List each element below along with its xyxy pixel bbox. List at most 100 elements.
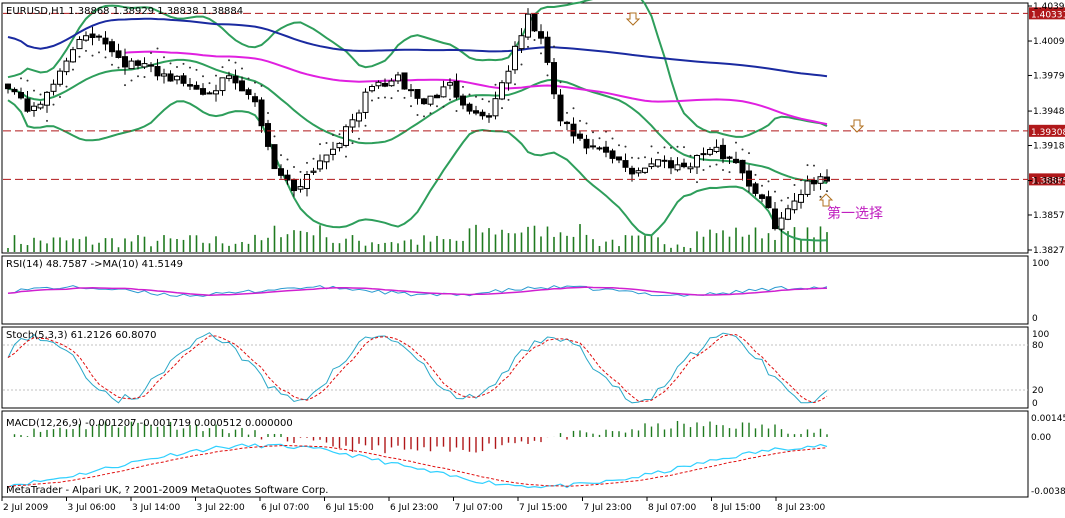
- sar-dot: [163, 56, 165, 59]
- sar-dot: [553, 45, 555, 48]
- sar-dot: [689, 154, 692, 157]
- rsi-y-tick-label: 0: [1032, 314, 1038, 324]
- candle-body: [265, 123, 271, 147]
- stoch-y-tick-label: 80: [1032, 341, 1044, 351]
- rsi-y-tick-label: 100: [1032, 259, 1049, 269]
- sar-dot: [650, 145, 653, 148]
- candle-body: [538, 31, 544, 39]
- sar-dot: [579, 119, 581, 122]
- candle-body: [141, 63, 148, 68]
- candle-body: [50, 83, 57, 92]
- sar-dot: [91, 54, 94, 57]
- sar-dot: [143, 75, 146, 78]
- rsi-pane-title: RSI(14) 48.7587 ->MA(10) 41.5149: [6, 259, 183, 270]
- candle-body: [440, 86, 447, 98]
- ma-magenta-line: [124, 50, 828, 126]
- candle-body: [284, 174, 291, 181]
- candle-body: [180, 75, 187, 84]
- stoch-y-tick-label: 100: [1032, 330, 1049, 340]
- sar-dot: [507, 98, 510, 101]
- sar-dot: [325, 141, 328, 144]
- bollinger-lower-line: [7, 99, 828, 242]
- candle-body: [408, 89, 414, 92]
- candle-body: [258, 99, 265, 127]
- sar-dot: [709, 165, 711, 168]
- candle-body: [362, 91, 369, 113]
- candle-body: [785, 208, 791, 220]
- first-choice-annotation: 第一选择: [827, 205, 883, 222]
- candle-body: [349, 119, 356, 128]
- candle-body: [551, 62, 557, 95]
- sar-dot: [351, 142, 354, 145]
- candle-body: [720, 144, 726, 160]
- sar-dot: [644, 156, 646, 159]
- sar-dot: [657, 151, 659, 154]
- candle-body: [414, 89, 421, 99]
- sar-dot: [813, 164, 815, 167]
- candle-body: [687, 166, 694, 170]
- candle-body: [564, 121, 570, 125]
- stoch-pane-title: Stoch(5,3,3) 61.2126 60.8070: [6, 330, 157, 341]
- macd-y-tick-label: 0.00145: [1031, 414, 1065, 424]
- sar-dot: [228, 59, 230, 62]
- y-tick-label: 1.38270: [1033, 246, 1065, 256]
- candle-body: [375, 81, 382, 87]
- candle-body: [642, 167, 648, 173]
- sar-dot: [826, 190, 828, 193]
- sar-dot: [455, 109, 458, 112]
- x-tick-label: 3 Jul 14:00: [132, 503, 181, 513]
- candle-body: [512, 45, 518, 71]
- sar-dot: [624, 145, 627, 148]
- sar-dot: [156, 47, 159, 50]
- candle-body: [570, 123, 577, 137]
- candle-body: [791, 200, 798, 211]
- sar-dot: [514, 83, 516, 86]
- candle-body: [310, 170, 317, 173]
- candle-body: [622, 160, 629, 168]
- sar-dot: [98, 51, 100, 54]
- candle-body: [544, 36, 551, 63]
- candle-body: [115, 50, 122, 58]
- candle-body: [76, 38, 83, 50]
- candle-body: [726, 156, 733, 159]
- candle-body: [492, 98, 499, 117]
- candle-body: [486, 115, 492, 118]
- sar-dot: [637, 157, 640, 160]
- candle-body: [557, 94, 564, 122]
- candle-body: [388, 80, 395, 87]
- sar-dot: [312, 157, 315, 160]
- candle-body: [11, 88, 18, 93]
- sar-dot: [195, 68, 198, 71]
- sar-dot: [189, 66, 191, 69]
- candle-body: [24, 98, 31, 112]
- sar-dot: [663, 146, 666, 149]
- sar-dot: [338, 133, 341, 136]
- x-tick-label: 8 Jul 23:00: [777, 503, 826, 513]
- candle-body: [278, 168, 284, 176]
- candle-body: [96, 35, 102, 38]
- sar-dot: [559, 81, 562, 84]
- sar-dot: [104, 56, 107, 59]
- candle-body: [206, 92, 213, 95]
- candle-body: [453, 80, 460, 98]
- sar-dot: [585, 122, 588, 125]
- candle-body: [583, 138, 590, 149]
- macd-pane-frame: [1, 410, 1029, 498]
- sar-dot: [254, 81, 256, 84]
- sar-dot: [384, 96, 386, 99]
- sar-dot: [520, 63, 523, 66]
- candle-body: [31, 105, 37, 111]
- stoch-signal-line: [7, 334, 828, 404]
- sar-dot: [748, 152, 750, 155]
- sar-dot: [494, 83, 497, 86]
- sar-dot: [774, 190, 776, 193]
- candle-body: [681, 162, 687, 168]
- candle-body: [167, 73, 174, 82]
- candle-body: [635, 170, 642, 174]
- candle-body: [128, 60, 135, 70]
- candle-body: [37, 103, 44, 109]
- sar-dot: [39, 93, 42, 96]
- main-pane-frame: [1, 2, 1029, 254]
